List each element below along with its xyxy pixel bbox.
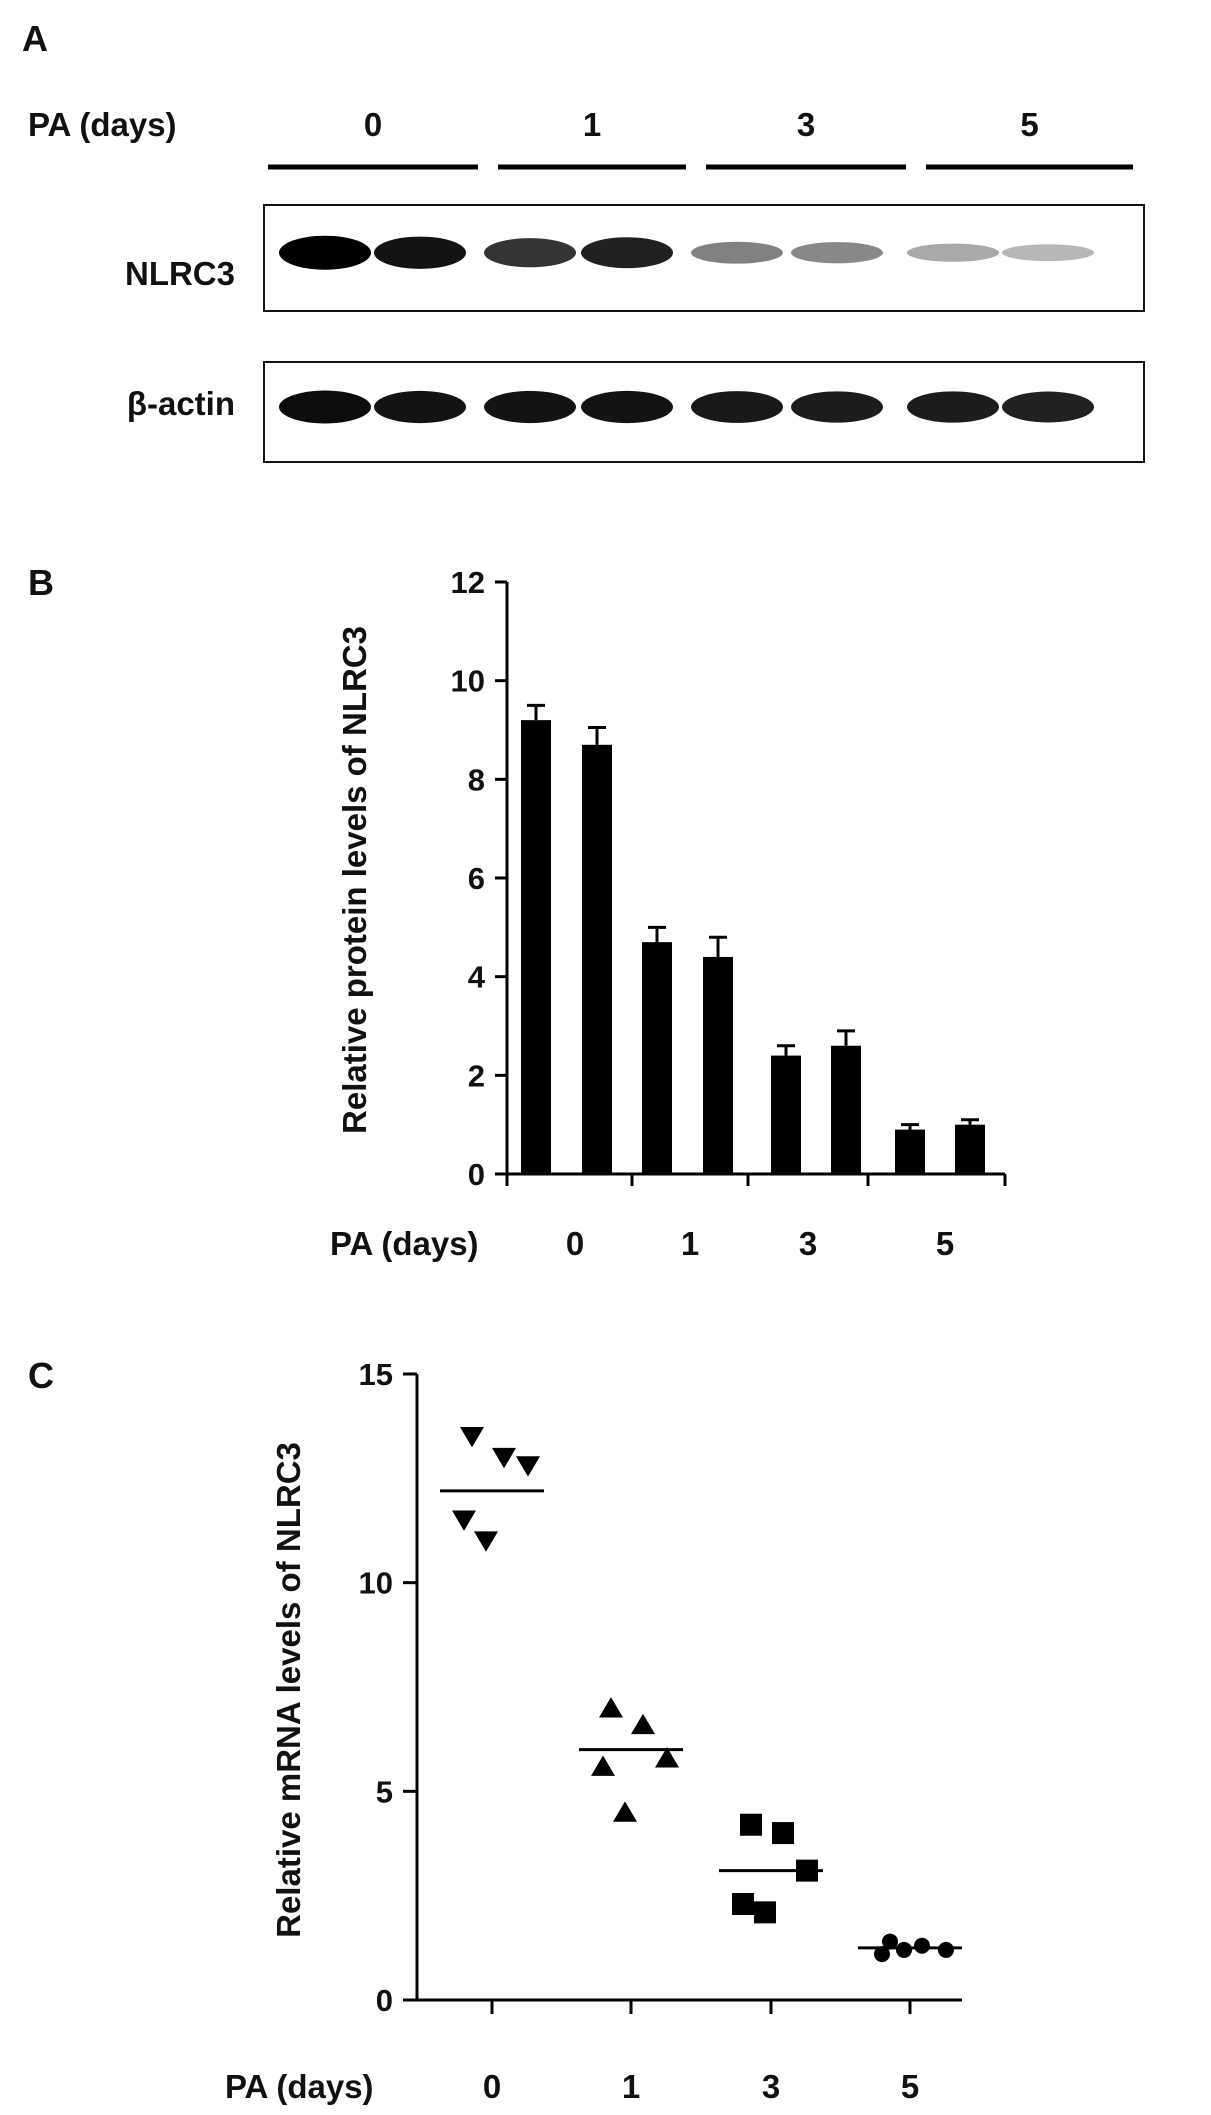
bar bbox=[582, 744, 612, 1174]
band-0-5 bbox=[791, 242, 883, 264]
band-0-2 bbox=[484, 238, 576, 268]
c-x-tick-label: 5 bbox=[901, 2068, 919, 2105]
point-square bbox=[772, 1822, 794, 1845]
b-y-tick-label: 10 bbox=[451, 664, 485, 699]
bar bbox=[895, 1129, 925, 1174]
band-0-7 bbox=[1002, 244, 1094, 262]
c-y-tick-label: 10 bbox=[359, 1566, 393, 1601]
c-axes: 0 5 10 15 0 1 3 5 bbox=[359, 1357, 962, 2105]
panel-a-letter: A bbox=[22, 18, 48, 59]
band-1-4 bbox=[691, 391, 783, 423]
blot-rows: NLRC3 β-actin bbox=[125, 204, 1145, 463]
b-y-tick-label: 4 bbox=[468, 960, 486, 995]
band-1-5 bbox=[791, 391, 883, 423]
b-x-tick-label: 1 bbox=[681, 1225, 699, 1262]
point-square bbox=[754, 1901, 776, 1924]
blot-label-1: β-actin bbox=[127, 385, 235, 422]
point-triangle-down bbox=[516, 1456, 540, 1477]
band-1-1 bbox=[374, 390, 466, 424]
group-header-1: 1 bbox=[583, 106, 601, 143]
b-y-axis-label: Relative protein levels of NLRC3 bbox=[336, 626, 373, 1134]
group-header-5: 5 bbox=[1020, 106, 1038, 143]
band-1-6 bbox=[907, 391, 999, 423]
c-y-tick-label: 15 bbox=[359, 1357, 393, 1392]
b-y-tick-label: 8 bbox=[468, 762, 485, 797]
b-y-tick-label: 6 bbox=[468, 861, 485, 896]
scatter-chart-panel: Relative mRNA levels of NLRC3 0 5 10 15 0 1 3 5… bbox=[225, 1357, 962, 2105]
point-triangle-up bbox=[631, 1713, 655, 1735]
bar bbox=[771, 1055, 801, 1174]
bar bbox=[703, 956, 733, 1174]
point-circle bbox=[874, 1946, 890, 1963]
band-0-0 bbox=[279, 235, 371, 270]
point-circle bbox=[896, 1941, 912, 1958]
band-1-7 bbox=[1002, 391, 1094, 423]
pa-days-label: PA (days) bbox=[28, 106, 177, 143]
c-x-tick-label: 1 bbox=[622, 2068, 640, 2105]
point-circle bbox=[914, 1937, 930, 1954]
band-1-0 bbox=[279, 390, 371, 424]
c-x-tick-label: 3 bbox=[762, 2068, 780, 2105]
blot-label-0: NLRC3 bbox=[125, 255, 235, 292]
point-circle bbox=[938, 1941, 954, 1958]
b-x-tick-label: 3 bbox=[799, 1225, 817, 1262]
point-square bbox=[732, 1893, 754, 1916]
group-headers: 0 1 3 5 bbox=[268, 106, 1133, 170]
b-x-axis-label: PA (days) bbox=[330, 1225, 479, 1262]
c-x-axis-label: PA (days) bbox=[225, 2068, 374, 2105]
band-0-3 bbox=[581, 237, 673, 269]
band-0-6 bbox=[907, 243, 999, 262]
c-points bbox=[440, 1427, 962, 1963]
b-y-tick-label: 0 bbox=[468, 1157, 485, 1192]
point-square bbox=[796, 1859, 818, 1882]
point-square bbox=[740, 1813, 762, 1836]
bar bbox=[521, 720, 551, 1174]
group-header-3: 3 bbox=[797, 106, 815, 143]
b-x-tick-label: 0 bbox=[566, 1225, 584, 1262]
b-x-tick-label: 5 bbox=[936, 1225, 954, 1262]
bar-chart-panel: Relative protein levels of NLRC3 0246810… bbox=[330, 565, 1007, 1262]
bar bbox=[831, 1045, 861, 1174]
band-1-2 bbox=[484, 390, 576, 424]
b-y-tick-label: 12 bbox=[451, 565, 485, 600]
c-y-axis-label: Relative mRNA levels of NLRC3 bbox=[270, 1442, 307, 1938]
point-triangle-down bbox=[474, 1531, 498, 1552]
point-triangle-down bbox=[452, 1510, 476, 1531]
b-bars bbox=[521, 703, 985, 1174]
c-x-tick-label: 0 bbox=[483, 2068, 501, 2105]
bar bbox=[955, 1124, 985, 1174]
c-y-tick-label: 5 bbox=[376, 1774, 393, 1809]
band-1-3 bbox=[581, 390, 673, 424]
point-triangle-down bbox=[492, 1447, 516, 1469]
point-triangle-up bbox=[599, 1697, 623, 1718]
point-triangle-up bbox=[655, 1747, 679, 1768]
c-y-tick-label: 0 bbox=[376, 1983, 393, 2018]
group-header-0: 0 bbox=[364, 106, 382, 143]
band-0-4 bbox=[691, 241, 783, 264]
point-triangle-up bbox=[613, 1801, 637, 1822]
bar bbox=[642, 942, 672, 1174]
western-blot-panel: PA (days) 0 1 3 5 NLRC3 β-actin bbox=[28, 106, 1145, 463]
point-circle bbox=[882, 1933, 898, 1950]
point-triangle-up bbox=[591, 1755, 615, 1776]
point-triangle-down bbox=[460, 1427, 484, 1448]
panel-b-letter: B bbox=[28, 562, 54, 603]
b-y-tick-label: 2 bbox=[468, 1058, 485, 1093]
panel-c-letter: C bbox=[28, 1355, 54, 1396]
band-0-1 bbox=[374, 236, 466, 269]
